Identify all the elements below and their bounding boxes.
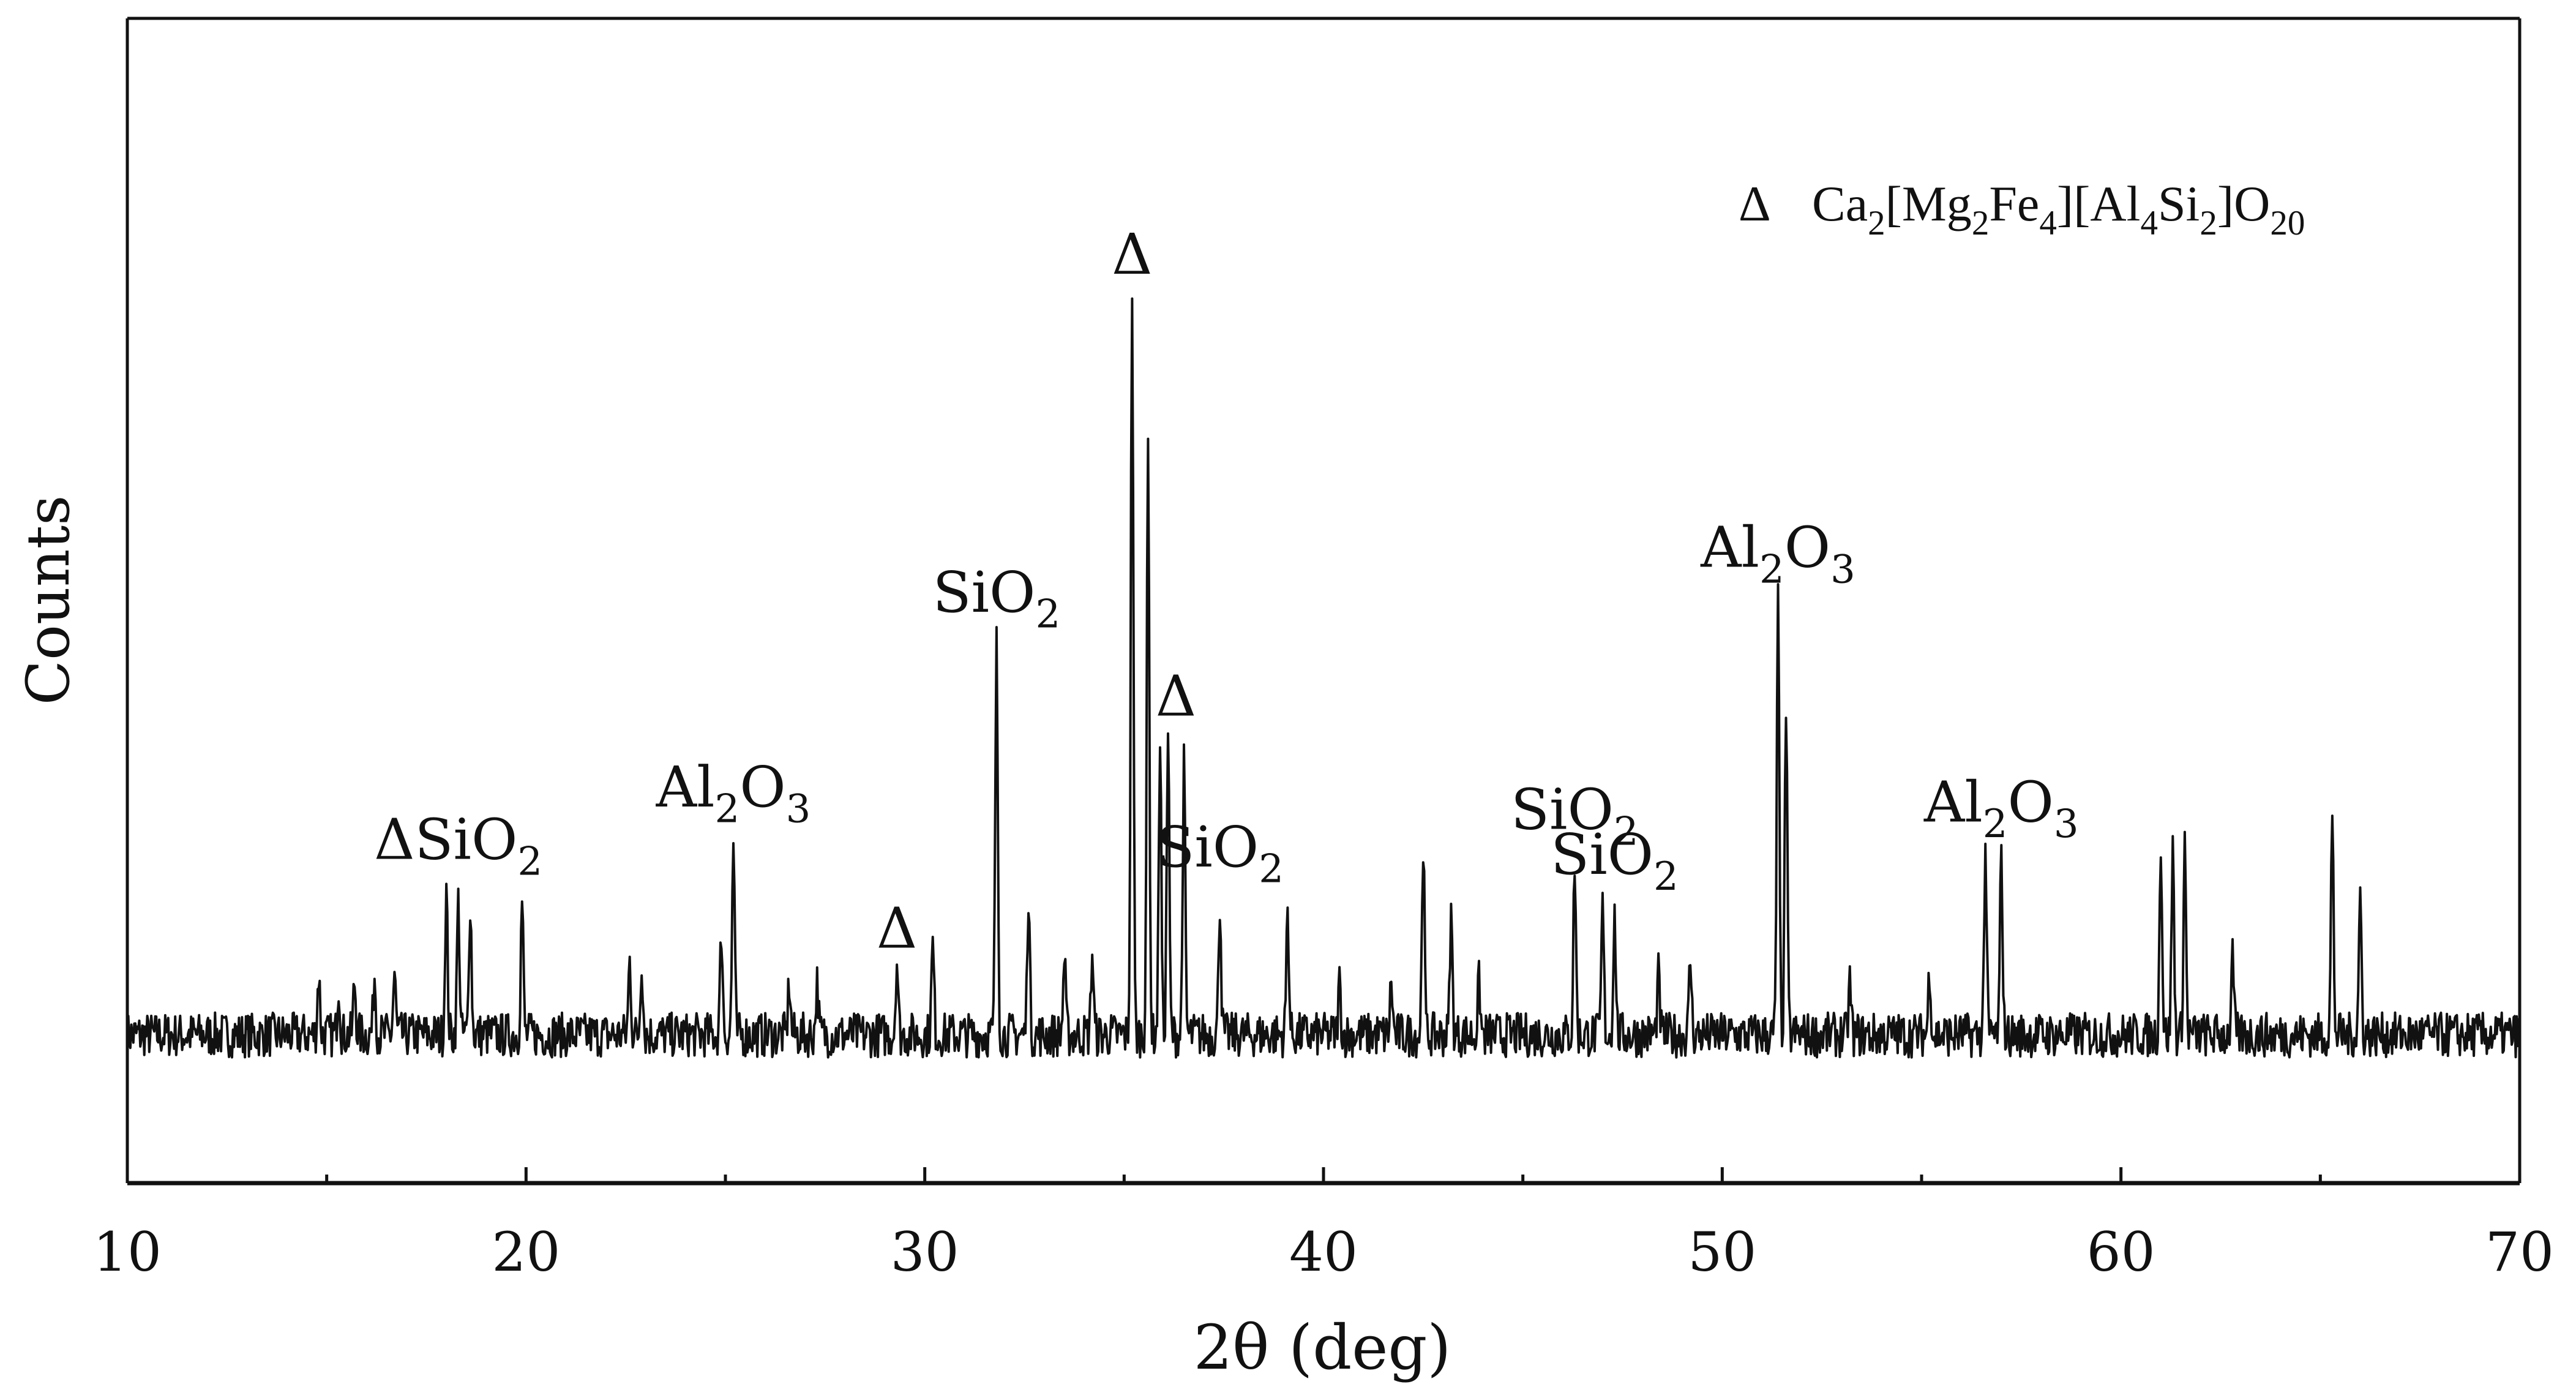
phase-label: ΔSiO2 [374, 807, 542, 885]
phase-label: SiO2 [1551, 822, 1679, 900]
phase-label: Al2O3 [656, 754, 811, 832]
series-line [126, 297, 2521, 1059]
y-axis-title: Counts [14, 495, 83, 705]
triangle-marker: Δ [1112, 222, 1152, 287]
phase-label: Al2O3 [1923, 769, 2079, 847]
x-tick-label: 20 [492, 1220, 560, 1284]
x-tick-label: 10 [93, 1220, 162, 1284]
triangle-marker: Δ [1156, 663, 1196, 729]
x-tick-label: 50 [1688, 1220, 1756, 1284]
x-tick-label: 70 [2485, 1220, 2554, 1284]
x-axis-tick-labels: 10 20 30 40 50 60 70 [93, 1220, 2554, 1284]
x-tick-label: 30 [891, 1220, 959, 1284]
x-tick-label: 60 [2087, 1220, 2155, 1284]
phase-label: SiO2 [1156, 814, 1284, 892]
phase-label: SiO2 [1511, 777, 1639, 855]
phase-label: Al2O3 [1700, 515, 1855, 593]
legend-entry: Ca2[Mg2Fe4][Al4Si2]O20 [1812, 176, 2305, 243]
x-axis-ticks [125, 1167, 2522, 1183]
x-tick-label: 40 [1289, 1220, 1358, 1284]
phase-label: SiO2 [933, 560, 1061, 637]
x-axis-title: 2θ (deg) [1194, 1312, 1451, 1383]
triangle-marker: Δ [877, 896, 917, 961]
legend-marker: Δ [1739, 176, 1771, 231]
legend: Δ Ca2[Mg2Fe4][Al4Si2]O20 [1739, 176, 2305, 243]
